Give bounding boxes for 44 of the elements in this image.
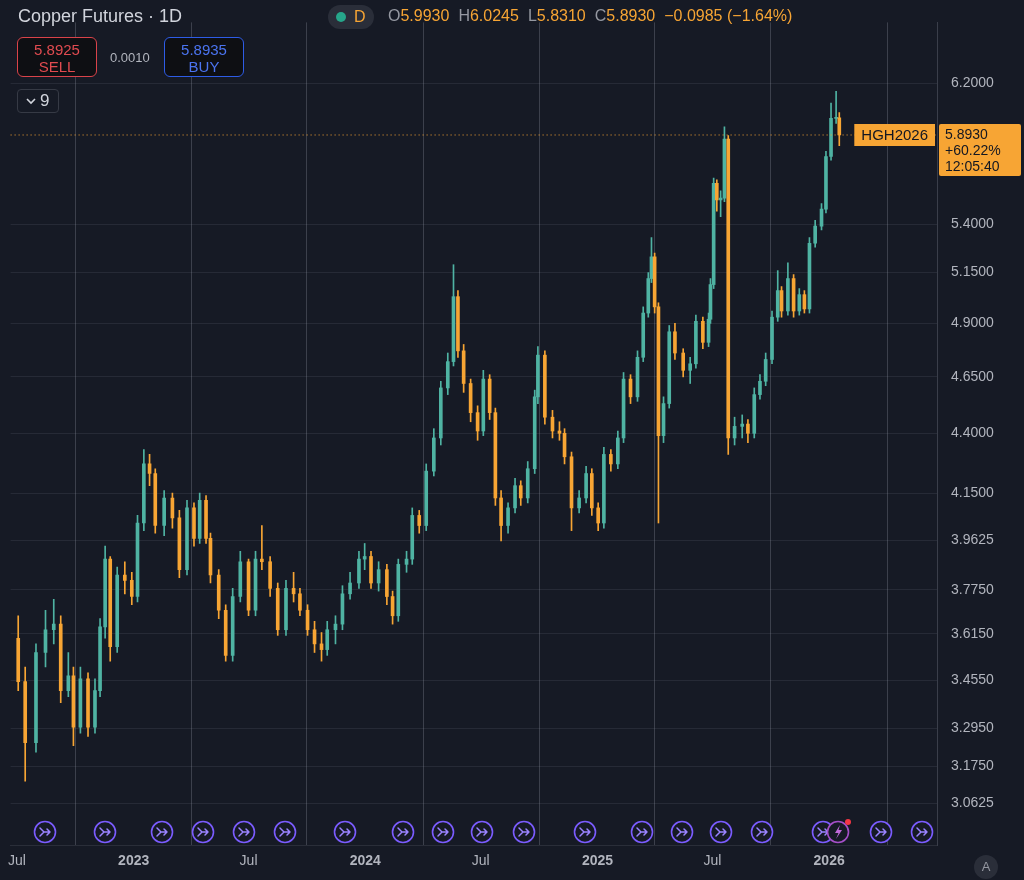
x-tick-label: Jul <box>703 852 722 869</box>
annotation: D <box>354 8 366 26</box>
annotation: 9 <box>40 90 50 112</box>
x-tick-label: 2026 <box>813 852 845 869</box>
x-tick-label: Jul <box>239 852 258 869</box>
x-tick-label: 2024 <box>349 852 382 869</box>
annotation: 0.0010 <box>110 50 150 65</box>
chart-title: Copper Futures · 1D <box>18 6 183 27</box>
annotation: L5.8310 <box>527 7 586 24</box>
annotation: H6.0245 <box>458 7 519 24</box>
y-tick-label: 5.4000 <box>951 215 995 232</box>
y-tick-label: 3.2950 <box>951 719 995 736</box>
y-tick-label: 3.0625 <box>951 794 995 811</box>
y-tick-label: 4.1500 <box>951 483 995 500</box>
annotation: O5.9930 <box>388 7 450 24</box>
ref-line-label: HGH2026 <box>861 126 928 144</box>
text: 12:05:40 <box>945 157 1001 174</box>
text: A <box>974 855 998 879</box>
text: 5.8930 <box>945 125 989 142</box>
annotation: 5.8925 <box>33 41 81 58</box>
annotation: −0.0985 (−1.64%) <box>664 7 793 24</box>
y-tick-label: 4.4000 <box>951 424 995 441</box>
candlestick <box>740 414 745 439</box>
annotation: C5.8930 <box>594 7 656 24</box>
y-tick-label: 6.2000 <box>951 74 995 90</box>
y-tick-label: 3.4550 <box>951 671 995 688</box>
candlestick <box>122 561 127 595</box>
x-tick-label: Jul <box>8 852 26 869</box>
y-tick-label: 4.6500 <box>951 367 995 384</box>
x-tick-label: Jul <box>471 852 490 869</box>
y-tick-label: 3.6150 <box>951 624 995 641</box>
x-tick-label: 2023 <box>118 852 150 869</box>
y-tick-label: 5.1500 <box>951 263 995 280</box>
y-tick-label: 3.7750 <box>951 580 995 597</box>
y-tick-label: 3.9625 <box>951 531 995 548</box>
candlestick <box>51 598 56 645</box>
annotation: 5.8935 <box>180 41 228 58</box>
y-tick-label: 4.9000 <box>951 314 995 331</box>
candlestick <box>260 525 264 570</box>
y-tick-label: 3.1750 <box>951 757 995 774</box>
annotation: BUY <box>187 58 221 75</box>
text: +60.22% <box>945 141 1002 158</box>
annotation: SELL <box>37 58 77 75</box>
x-tick-label: 2025 <box>581 852 614 869</box>
